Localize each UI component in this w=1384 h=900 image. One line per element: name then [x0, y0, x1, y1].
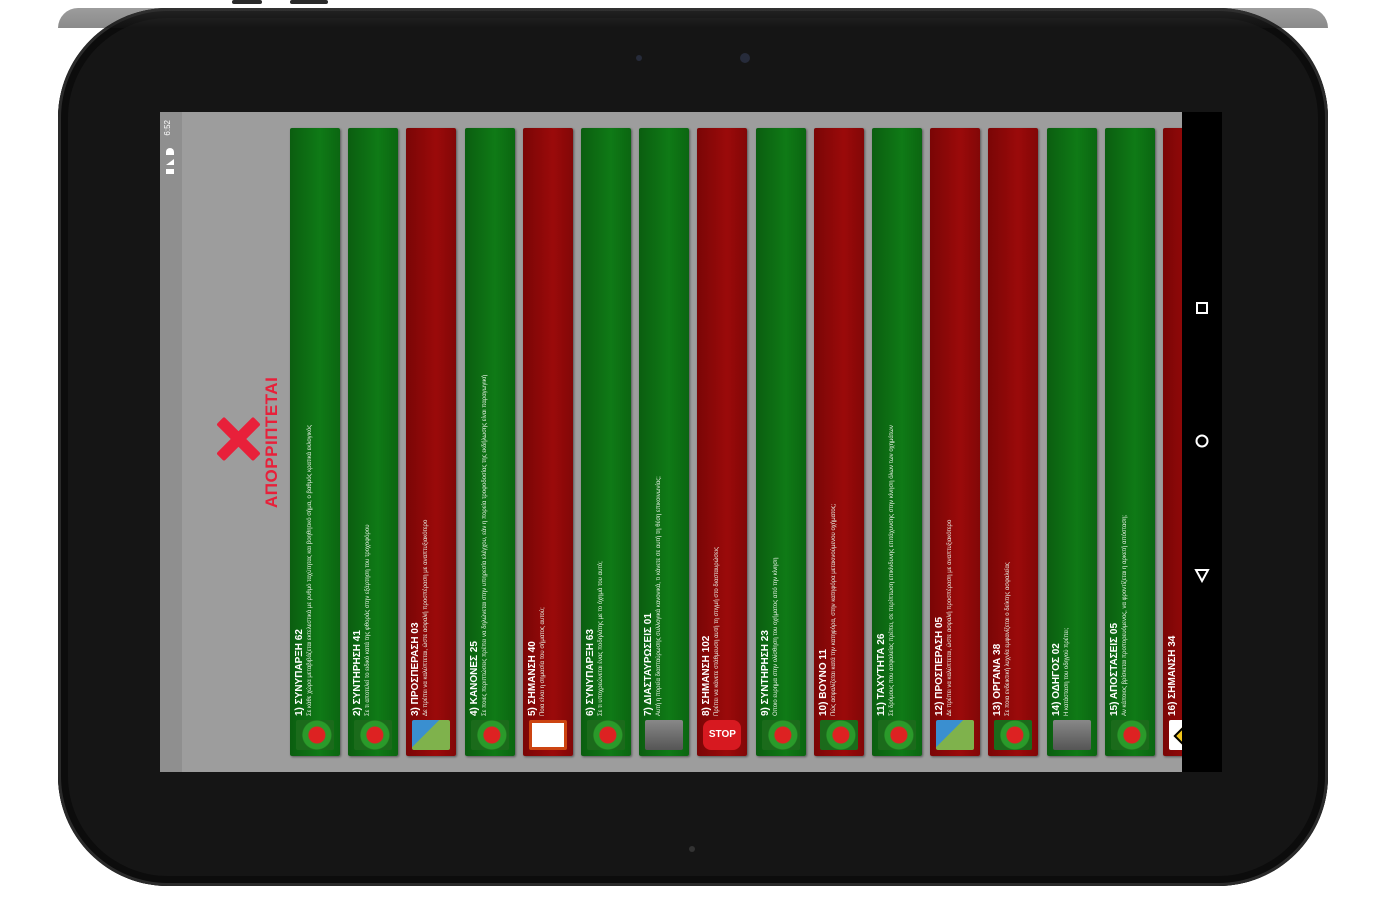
- question-card[interactable]: 12) ΠΡΟΣΠΕΡΑΣΗ 05 Δε πρέπει να καλύπτεται…: [930, 128, 981, 756]
- question-text: Σε ποια ενδεικτική λυχνία εμφανίζεται ο …: [1005, 562, 1012, 716]
- question-title: 15) ΑΠΟΣΤΑΣΕΙΣ 05: [1108, 622, 1120, 716]
- question-title: 7) ΔΙΑΣΤΑΥΡΩΣΕΙΣ 01: [643, 613, 655, 716]
- back-icon: [1194, 569, 1210, 584]
- reject-panel: ΑΠΟΡΡΙΠΤΕΤΑΙ: [182, 112, 288, 772]
- question-text: Πώς ασφαλίζεται κατά την κατηφόρα, στην …: [830, 503, 837, 716]
- stop-icon: STOP: [703, 720, 742, 750]
- question-card[interactable]: 9) ΣΥΝΤΗΡΗΣΗ 23 Οποιο ευρημα στην ολίσθησ…: [755, 128, 806, 756]
- home-icon: [1195, 434, 1209, 448]
- question-card[interactable]: 5) ΣΗΜΑΝΣΗ 40 Ποια είναι η σημασία του σή…: [522, 128, 573, 756]
- sensor-icon: [636, 55, 642, 61]
- sign-icon: [528, 720, 567, 750]
- results-screen: ΑΠΟΡΡΙΠΤΕΤΑΙ 1) ΣΥΝΥΠΑΡΞΗ 62 Σε κάθε χώρα…: [182, 112, 1213, 772]
- question-card[interactable]: 3) ΠΡΟΣΠΕΡΑΣΗ 03 Δε πρέπει να καλύπτεται,…: [406, 128, 457, 756]
- cartoon-icon: [296, 720, 334, 750]
- question-text: Οποιο ευρημα στην ολίσθηση του οχήματος …: [772, 557, 779, 716]
- question-title: 6) ΣΥΝΥΠΑΡΞΗ 63: [585, 629, 596, 716]
- question-text: Πρέπει να κάνετε στάθμευση αυτή τη στιγμ…: [714, 546, 721, 716]
- road-icon: [412, 720, 451, 750]
- navigation-bar: [1182, 112, 1222, 772]
- question-title: 12) ΠΡΟΣΠΕΡΑΣΗ 05: [934, 616, 946, 716]
- question-text: Σε ποιες περιπτώσεις πρέπει να δηλώνεται…: [481, 374, 488, 716]
- recents-button[interactable]: [1194, 300, 1210, 316]
- cartoon-icon: [819, 720, 858, 750]
- question-text: Σε δρόμους που ασφαλείας πρέπει, σε περί…: [889, 425, 895, 716]
- question-title: 9) ΣΥΝΤΗΡΗΣΗ 23: [759, 630, 771, 716]
- photo-icon: [645, 720, 684, 750]
- question-card[interactable]: 14) ΟΔΗΓΟΣ 02 Η κατάσταση του οδηγού πρέπ…: [1046, 128, 1097, 756]
- question-text: Δε πρέπει να καλύπτεται, ώστε ασφαλή προ…: [947, 519, 954, 716]
- volume-button: [232, 0, 262, 4]
- question-text: Δε πρέπει να καλύπτεται, ώστε ασφαλή προ…: [423, 519, 430, 716]
- question-text: Σε τι αποτελεί το ειδικό κατά της φθοράς…: [365, 524, 372, 716]
- signal-icon: [166, 159, 174, 165]
- power-button: [290, 0, 328, 4]
- question-title: 13) ΟΡΓΑΝΑ 38: [992, 643, 1004, 716]
- question-text: Αυτή η πορεία διασταύρωσης συλλογικά καν…: [656, 476, 663, 716]
- question-text: Ποια είναι η σημασία του σήματος αυτού;: [539, 607, 546, 716]
- question-card[interactable]: 13) ΟΡΓΑΝΑ 38 Σε ποια ενδεικτική λυχνία ε…: [988, 128, 1039, 756]
- cartoon-icon: [761, 720, 800, 750]
- cartoon-icon: [1110, 720, 1149, 750]
- question-title: 5) ΣΗΜΑΝΣΗ 40: [526, 641, 538, 716]
- question-text: Η κατάσταση του οδηγού πρέπει;: [1063, 627, 1070, 716]
- question-text: Σε τι υποχρεώνεται ένας ποδηλάτης με το …: [598, 561, 604, 716]
- reject-x-icon: [216, 417, 260, 461]
- question-title: 11) ΤΑΧΥΤΗΤΑ 26: [876, 633, 887, 716]
- tablet-screen: 6:52 ΑΠΟΡΡΙΠΤΕΤΑΙ 1) ΣΥΝΥΠΑΡΞΗ 62 Σε κάθε…: [160, 112, 1222, 772]
- question-text: Αν κάποιος βρίσκεται προπορευόμενος, να …: [1121, 514, 1128, 716]
- question-card[interactable]: 11) ΤΑΧΥΤΗΤΑ 26 Σε δρόμους που ασφαλείας …: [872, 128, 922, 756]
- speaker-dot-icon: [689, 846, 695, 852]
- cartoon-icon: [354, 720, 393, 750]
- recents-icon: [1196, 302, 1208, 314]
- question-title: 1) ΣΥΝΥΠΑΡΞΗ 62: [294, 629, 305, 716]
- question-card[interactable]: 8) ΣΗΜΑΝΣΗ 102 Πρέπει να κάνετε στάθμευση…: [697, 128, 748, 756]
- battery-icon: [166, 169, 174, 174]
- wifi-icon: [166, 148, 174, 155]
- question-title: 2) ΣΥΝΤΗΡΗΣΗ 41: [352, 630, 364, 716]
- reject-label: ΑΠΟΡΡΙΠΤΕΤΑΙ: [262, 376, 281, 508]
- home-button[interactable]: [1194, 433, 1210, 449]
- cartoon-icon: [878, 720, 916, 750]
- back-button[interactable]: [1194, 567, 1210, 584]
- status-time: 6:52: [163, 120, 172, 136]
- cartoon-icon: [470, 720, 509, 750]
- front-camera-icon: [740, 53, 750, 63]
- photo-icon: [1052, 720, 1091, 750]
- question-title: 14) ΟΔΗΓΟΣ 02: [1050, 643, 1062, 716]
- question-card[interactable]: 7) ΔΙΑΣΤΑΥΡΩΣΕΙΣ 01 Αυτή η πορεία διασταύ…: [639, 128, 690, 756]
- question-title: 10) ΒΟΥΝΟ 11: [817, 649, 829, 716]
- question-card[interactable]: 4) ΚΑΝΟΝΕΣ 25 Σε ποιες περιπτώσεις πρέπει…: [464, 128, 515, 756]
- question-title: 8) ΣΗΜΑΝΣΗ 102: [701, 635, 713, 716]
- question-title: 16) ΣΗΜΑΝΣΗ 34: [1167, 635, 1178, 716]
- status-bar: 6:52: [160, 112, 182, 772]
- road-icon: [936, 720, 975, 750]
- question-card[interactable]: 2) ΣΥΝΤΗΡΗΣΗ 41 Σε τι αποτελεί το ειδικό …: [348, 128, 399, 756]
- question-title: 4) ΚΑΝΟΝΕΣ 25: [468, 641, 480, 716]
- question-card[interactable]: 15) ΑΠΟΣΤΑΣΕΙΣ 05 Αν κάποιος βρίσκεται πρ…: [1104, 128, 1155, 756]
- question-card[interactable]: 10) ΒΟΥΝΟ 11 Πώς ασφαλίζεται κατά την κατ…: [813, 128, 864, 756]
- cartoon-icon: [587, 720, 625, 750]
- question-text: Σε κάθε χώρα μεταβιβάζεται εκτελεστικά μ…: [307, 424, 313, 716]
- question-card[interactable]: 1) ΣΥΝΥΠΑΡΞΗ 62 Σε κάθε χώρα μεταβιβάζετα…: [290, 128, 340, 756]
- question-title: 3) ΠΡΟΣΠΕΡΑΣΗ 03: [410, 622, 422, 716]
- cartoon-icon: [994, 720, 1033, 750]
- question-card[interactable]: 6) ΣΥΝΥΠΑΡΞΗ 63 Σε τι υποχρεώνεται ένας π…: [581, 128, 631, 756]
